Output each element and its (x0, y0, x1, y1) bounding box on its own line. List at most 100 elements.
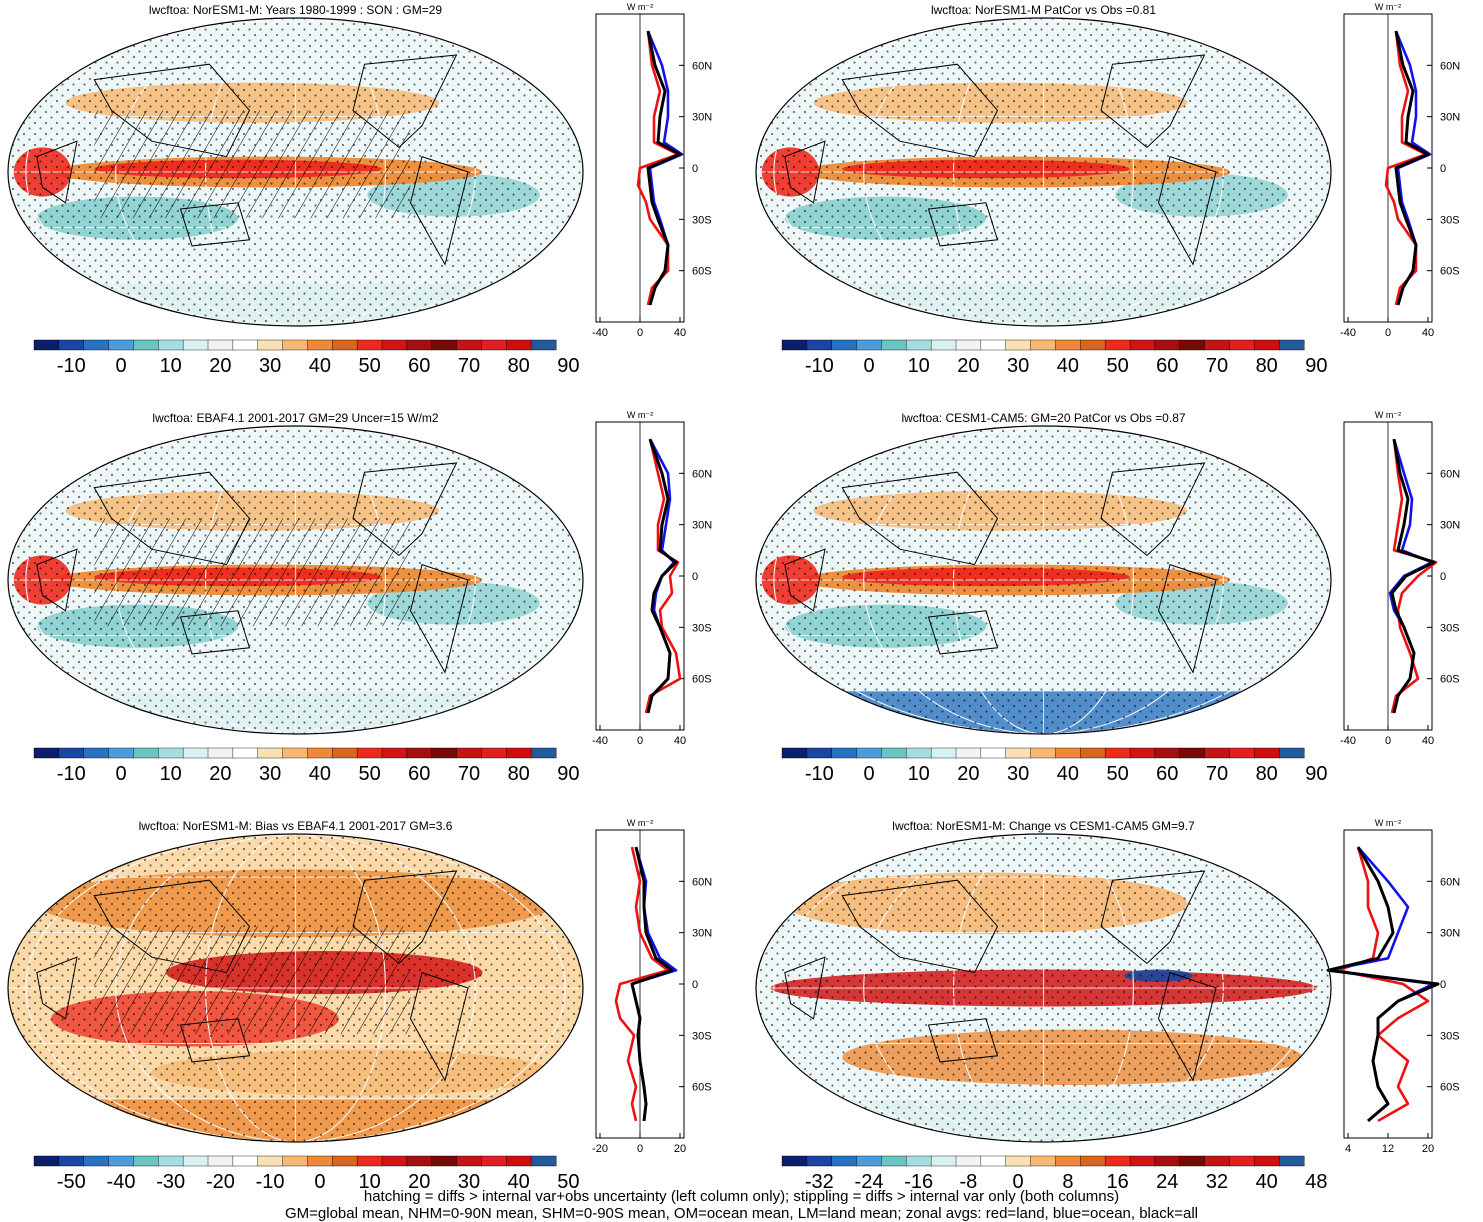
zonal-frame (1344, 830, 1432, 1138)
colorbar-swatch (981, 1156, 1006, 1166)
colorbar-swatch (1031, 1156, 1056, 1166)
colorbar-tick-label: 40 (1057, 355, 1079, 377)
colorbar-swatch (158, 340, 183, 350)
colorbar-swatch (183, 340, 208, 350)
colorbar-swatch (258, 1156, 283, 1166)
colorbar-swatch (208, 340, 233, 350)
colorbar-swatch (1006, 1156, 1031, 1166)
colorbar-tick-label: 90 (557, 763, 579, 785)
panel-title: lwcftoa: NorESM1-M: Change vs CESM1-CAM5… (892, 819, 1195, 833)
colorbar-swatch (1031, 748, 1056, 758)
colorbar-swatch (1080, 340, 1105, 350)
zonal-lat-label: 60N (1440, 876, 1460, 888)
zonal-x-tick-label: 0 (637, 1143, 643, 1155)
colorbar-swatch (84, 1156, 109, 1166)
colorbar-swatch (208, 1156, 233, 1166)
map-stippling (8, 18, 583, 326)
zonal-lat-label: 30N (1440, 112, 1460, 124)
colorbar-swatch (133, 748, 158, 758)
colorbar-swatch (109, 340, 134, 350)
colorbar-tick-label: 40 (309, 355, 331, 377)
colorbar-swatch (158, 1156, 183, 1166)
colorbar-swatch (906, 1156, 931, 1166)
panel-title: lwcftoa: NorESM1-M PatCor vs Obs =0.81 (931, 3, 1156, 17)
colorbar-swatch (407, 748, 432, 758)
colorbar-swatch (807, 1156, 832, 1166)
colorbar-tick-label: 50 (358, 355, 380, 377)
colorbar-swatch (1055, 340, 1080, 350)
colorbar-tick-label: 0 (863, 355, 874, 377)
colorbar-swatch (307, 340, 332, 350)
panel-3: lwcftoa: EBAF4.1 2001-2017 GM=29 Uncer=1… (8, 410, 712, 785)
zonal-line-land (1338, 847, 1428, 1121)
colorbar-tick-label: 30 (259, 355, 281, 377)
colorbar-tick-label: -10 (57, 355, 86, 377)
colorbar-swatch (481, 1156, 506, 1166)
colorbar-tick-label: 30 (1007, 355, 1029, 377)
zonal-units: W m⁻² (627, 818, 653, 828)
zonal-units: W m⁻² (627, 410, 653, 420)
colorbar-swatch (956, 1156, 981, 1166)
colorbar-swatch (881, 1156, 906, 1166)
colorbar-swatch (931, 340, 956, 350)
map-field (8, 426, 583, 752)
colorbar-swatch (183, 748, 208, 758)
colorbar-tick-label: -10 (805, 763, 834, 785)
panel-6: lwcftoa: NorESM1-M: Change vs CESM1-CAM5… (756, 818, 1460, 1193)
colorbar-swatch (782, 340, 807, 350)
colorbar-swatch (109, 1156, 134, 1166)
colorbar-swatch (807, 340, 832, 350)
colorbar-tick-label: 70 (1206, 355, 1228, 377)
zonal-x-tick-label: 20 (674, 1143, 686, 1155)
colorbar-swatch (832, 340, 857, 350)
colorbar-swatch (1031, 340, 1056, 350)
colorbar-swatch (531, 748, 556, 758)
zonal-units: W m⁻² (1375, 410, 1401, 420)
colorbar-swatch (832, 1156, 857, 1166)
panel-2: lwcftoa: NorESM1-M PatCor vs Obs =0.81-1… (756, 2, 1460, 377)
colorbar-swatch (34, 1156, 59, 1166)
colorbar-swatch (59, 748, 84, 758)
zonal-lat-label: 60S (692, 674, 712, 686)
colorbar-swatch (506, 340, 531, 350)
colorbar-swatch (832, 748, 857, 758)
colorbar-swatch (233, 1156, 258, 1166)
colorbar-swatch (208, 748, 233, 758)
colorbar-swatch (1055, 748, 1080, 758)
zonal-units: W m⁻² (1375, 818, 1401, 828)
zonal-x-tick-label: 40 (674, 735, 686, 747)
zonal-x-tick-label: 0 (637, 327, 643, 339)
colorbar-swatch (1205, 1156, 1230, 1166)
colorbar-tick-label: 80 (1256, 763, 1278, 785)
zonal-lat-label: 0 (1440, 163, 1446, 175)
colorbar-swatch (183, 1156, 208, 1166)
colorbar-tick-label: 50 (1106, 763, 1128, 785)
colorbar-swatch (258, 340, 283, 350)
zonal-lat-label: 0 (692, 163, 698, 175)
colorbar-swatch (1279, 748, 1304, 758)
colorbar-tick-label: 80 (508, 355, 530, 377)
colorbar-tick-label: 60 (1156, 763, 1178, 785)
panel-title: lwcftoa: NorESM1-M: Bias vs EBAF4.1 2001… (139, 819, 453, 833)
colorbar-tick-label: 60 (408, 355, 430, 377)
panel-4: lwcftoa: CESM1-CAM5: GM=20 PatCor vs Obs… (756, 410, 1460, 785)
colorbar-swatch (481, 748, 506, 758)
zonal-lat-label: 60N (1440, 60, 1460, 72)
colorbar-swatch (1105, 340, 1130, 350)
zonal-lat-label: 30S (692, 622, 712, 634)
colorbar-swatch (357, 748, 382, 758)
colorbar-swatch (307, 748, 332, 758)
colorbar-swatch (133, 340, 158, 350)
colorbar-swatch (782, 1156, 807, 1166)
colorbar-swatch (857, 340, 882, 350)
colorbar-swatch (34, 748, 59, 758)
colorbar-swatch (1080, 1156, 1105, 1166)
colorbar-swatch (283, 748, 308, 758)
zonal-lat-label: 60N (692, 468, 712, 480)
colorbar-tick-label: 50 (358, 763, 380, 785)
colorbar-swatch (1279, 340, 1304, 350)
map-stippling (8, 426, 583, 734)
footer-line-hatching: hatching = diffs > internal var+obs unce… (0, 1188, 1483, 1205)
panel-title: lwcftoa: EBAF4.1 2001-2017 GM=29 Uncer=1… (152, 411, 438, 425)
colorbar-swatch (382, 340, 407, 350)
